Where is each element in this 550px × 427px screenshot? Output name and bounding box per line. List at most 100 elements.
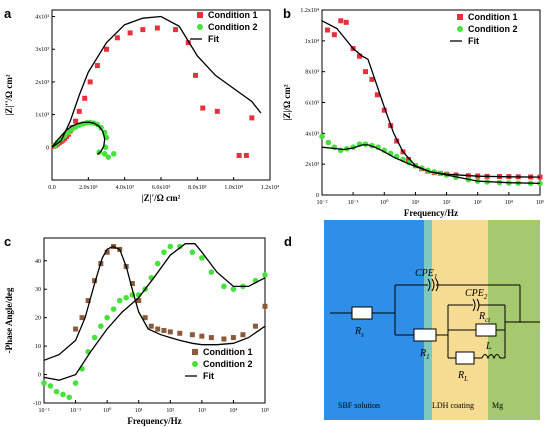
fit-line [321, 20, 541, 178]
data-point-condition-2 [105, 154, 112, 160]
panel-label-c: c [4, 234, 11, 249]
y-tick-label: 3x10³ [35, 47, 49, 53]
fit-line [43, 245, 266, 361]
data-point-condition-1 [189, 332, 195, 338]
data-point-condition-1 [104, 46, 109, 52]
x-axis-label: Frequency/Hz [127, 416, 181, 426]
x-tick-label: 10¹ [135, 408, 143, 414]
plot-frame [321, 9, 541, 196]
data-point-condition-1 [252, 323, 258, 329]
data-point-condition-1 [243, 152, 249, 158]
data-point-condition-2 [66, 394, 73, 401]
data-point-condition-1 [161, 327, 167, 333]
ldh-region [432, 220, 488, 420]
ldh-label: LDH coating [432, 401, 474, 410]
x-tick-label: 10⁻² [317, 200, 328, 206]
data-point-condition-1 [214, 108, 220, 114]
data-point-condition-1 [148, 323, 154, 329]
x-axis-label: Frequency/Hz [404, 208, 458, 218]
legend-label: Condition 1 [468, 12, 518, 22]
data-point-condition-1 [104, 249, 110, 255]
data-point-condition-1 [381, 107, 387, 113]
legend-label: Condition 1 [208, 10, 258, 20]
data-point-condition-2 [325, 139, 332, 146]
data-point-condition-1 [76, 108, 82, 114]
data-point-condition-1 [236, 152, 242, 158]
data-point-condition-1 [262, 303, 268, 309]
panel-label-b: b [283, 6, 291, 21]
y-tick-label: 0 [38, 373, 41, 379]
data-point-condition-2 [230, 286, 237, 293]
bode-phase-plot: 10⁻² 10⁻¹ 10⁰ 10¹ 10² 10³ 10⁴ 10⁵ -10 0 10 20 30 40 Fr… [4, 237, 269, 426]
y-axis-label: |Z|''/Ω cm² [4, 74, 14, 115]
data-point-condition-1 [155, 326, 161, 332]
x-tick-label: 1.2x10⁴ [261, 185, 280, 191]
x-tick-label: 10⁰ [103, 407, 112, 414]
x-tick-label: 10⁵ [261, 408, 269, 414]
y-axis-label: -Phase Angle/deg [4, 287, 14, 353]
y-tick-label: 1x10⁴ [305, 39, 319, 45]
panel-label-a: a [4, 6, 12, 21]
data-point-condition-2 [98, 323, 104, 329]
data-point-condition-1 [185, 40, 191, 46]
y-tick-label: -10 [33, 401, 41, 407]
data-point-condition-1 [114, 35, 120, 41]
legend-label: Condition 2 [468, 24, 518, 34]
fit-line [51, 121, 106, 155]
data-point-condition-1 [79, 315, 85, 321]
y-tick-label: 2x10³ [305, 162, 319, 168]
data-point-condition-2 [41, 380, 47, 386]
y-tick-label: 8x10³ [305, 70, 319, 76]
data-point-condition-1 [537, 174, 543, 180]
data-point-condition-2 [154, 260, 161, 267]
y-tick-label: 40 [35, 259, 41, 265]
data-point-condition-1 [73, 118, 79, 124]
circuit-wires [330, 278, 540, 365]
y-tick-label: 10 [35, 344, 41, 350]
data-point-condition-1 [208, 335, 214, 341]
data-point-condition-2 [91, 334, 98, 341]
fit-line [43, 243, 266, 381]
y-axis-label: |Z|/Ω cm² [282, 84, 292, 120]
x-tick-label: 10² [166, 408, 174, 414]
data-point-condition-2 [110, 306, 117, 312]
data-point-condition-2 [161, 249, 167, 256]
data-point-condition-2 [199, 255, 205, 261]
x-tick-label: 10³ [474, 200, 482, 206]
x-axis-label: |Z|'/Ω cm² [142, 193, 181, 203]
y-tick-label: 2x10³ [35, 80, 49, 86]
data-point-condition-1 [221, 336, 227, 342]
x-tick-label: 4.0x10³ [116, 185, 135, 191]
y-tick-label: 20 [35, 316, 41, 322]
y-tick-label: 0 [46, 145, 49, 151]
legend-marker-condition-2 [197, 24, 203, 30]
data-point-condition-2 [65, 129, 72, 136]
data-point-condition-2 [537, 180, 543, 187]
data-point-condition-1 [94, 63, 100, 69]
legend-marker-condition-2 [192, 361, 198, 367]
data-point-condition-2 [262, 272, 268, 278]
equivalent-circuit-diagram: SBF solution LDH coating Mg [324, 220, 540, 420]
data-point-condition-1 [85, 298, 91, 304]
data-point-condition-1 [136, 298, 142, 304]
data-point-condition-1 [142, 315, 148, 321]
legend-label: Fit [203, 371, 214, 381]
x-tick-label: 10³ [198, 408, 206, 414]
y-tick-label: 30 [35, 287, 41, 293]
x-tick-label: 10² [443, 200, 451, 206]
data-point-condition-1 [199, 333, 205, 339]
data-point-condition-1 [331, 32, 337, 38]
fit-line [321, 144, 541, 185]
data-point-condition-2 [47, 383, 54, 389]
data-point-condition-1 [249, 115, 255, 121]
y-tick-label: 0 [316, 193, 319, 199]
y-tick-label: 1.2x10⁴ [300, 8, 319, 14]
data-point-condition-1 [240, 332, 246, 338]
legend-label: Fit [468, 36, 479, 46]
data-point-condition-1 [324, 27, 330, 33]
legend-marker-condition-1 [457, 14, 463, 20]
sbf-region [324, 220, 424, 420]
data-point-condition-1 [127, 30, 133, 36]
data-point-condition-2 [123, 294, 129, 301]
data-point-condition-1 [173, 27, 179, 33]
